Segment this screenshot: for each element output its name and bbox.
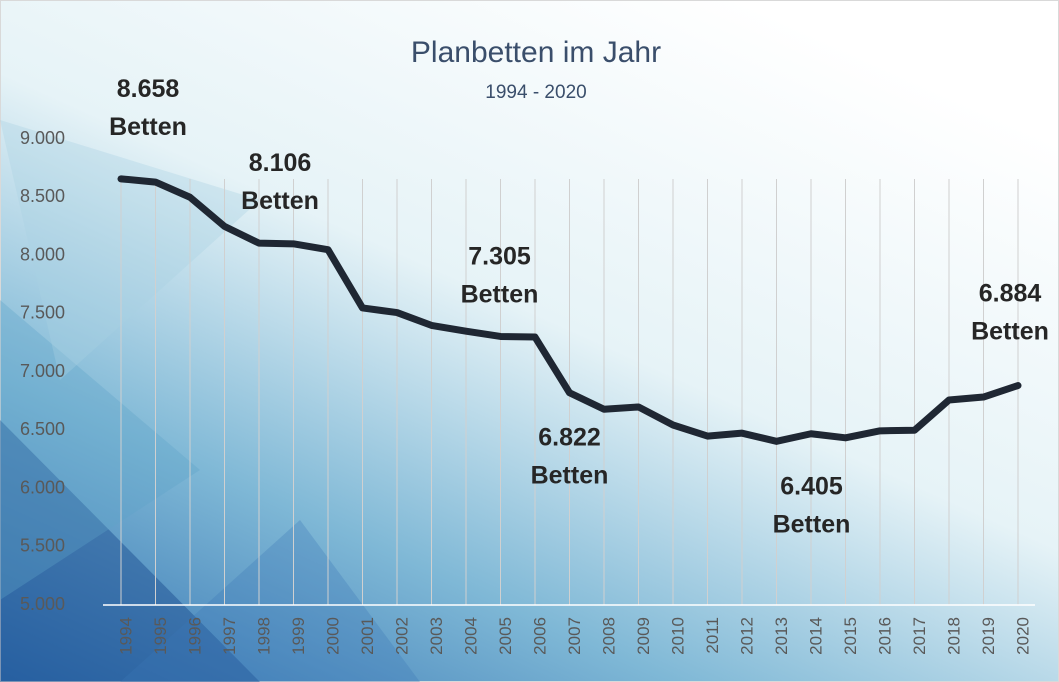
decor xyxy=(0,120,260,380)
value-label: 8.658 Betten xyxy=(109,74,187,140)
x-tick-label: 2015 xyxy=(841,617,860,655)
x-tick-label: 1997 xyxy=(220,617,239,655)
x-tick-label: 2013 xyxy=(772,617,791,655)
x-tick-label: 2008 xyxy=(599,617,618,655)
data-line xyxy=(117,175,1022,445)
x-tick-label: 2001 xyxy=(358,617,377,655)
x-tick-label: 1996 xyxy=(185,617,204,655)
x-tick-label: 2010 xyxy=(668,617,687,655)
y-tick-label: 8.500 xyxy=(20,186,65,206)
x-tick-label: 1999 xyxy=(289,617,308,655)
decor xyxy=(120,520,420,682)
y-tick-label: 6.000 xyxy=(20,477,65,497)
value-label: 6.405 Betten xyxy=(773,472,851,538)
x-tick-label: 2020 xyxy=(1013,617,1032,655)
x-tick-label: 2006 xyxy=(530,617,549,655)
y-tick-label: 9.000 xyxy=(20,128,65,148)
x-tick-label: 2016 xyxy=(875,617,894,655)
chart-subtitle: 1994 - 2020 xyxy=(485,82,586,103)
y-tick-label: 6.500 xyxy=(20,419,65,439)
x-tick-label: 2017 xyxy=(910,617,929,655)
x-tick-label: 2014 xyxy=(806,617,825,655)
y-tick-label: 5.500 xyxy=(20,536,65,556)
value-label: 7.305 Betten xyxy=(461,242,539,308)
y-tick-label: 8.000 xyxy=(20,244,65,264)
x-tick-label: 2002 xyxy=(392,617,411,655)
x-tick-label: 2011 xyxy=(703,617,722,654)
value-label: 6.884 Betten xyxy=(971,279,1049,345)
y-tick-label: 7.000 xyxy=(20,361,65,381)
decor xyxy=(0,420,260,682)
y-tick-label: 5.000 xyxy=(20,594,65,614)
chart-title: Planbetten im Jahr xyxy=(411,36,661,69)
x-tick-label: 2005 xyxy=(496,617,515,655)
value-label: 8.106 Betten xyxy=(241,149,319,215)
x-tick-label: 2009 xyxy=(634,617,653,655)
x-tick-label: 1995 xyxy=(151,617,170,655)
x-tick-label: 1998 xyxy=(254,617,273,655)
x-tick-label: 2003 xyxy=(427,617,446,655)
x-tick-label: 2012 xyxy=(737,617,756,655)
y-tick-label: 7.500 xyxy=(20,303,65,323)
x-tick-label: 2018 xyxy=(944,617,963,655)
decor xyxy=(0,300,200,600)
x-tick-label: 2004 xyxy=(461,617,480,655)
x-tick-label: 2000 xyxy=(323,617,342,655)
x-tick-label: 2019 xyxy=(979,617,998,655)
x-tick-label: 2007 xyxy=(565,617,584,655)
x-tick-label: 1994 xyxy=(116,617,135,655)
value-label: 6.822 Betten xyxy=(531,423,609,489)
